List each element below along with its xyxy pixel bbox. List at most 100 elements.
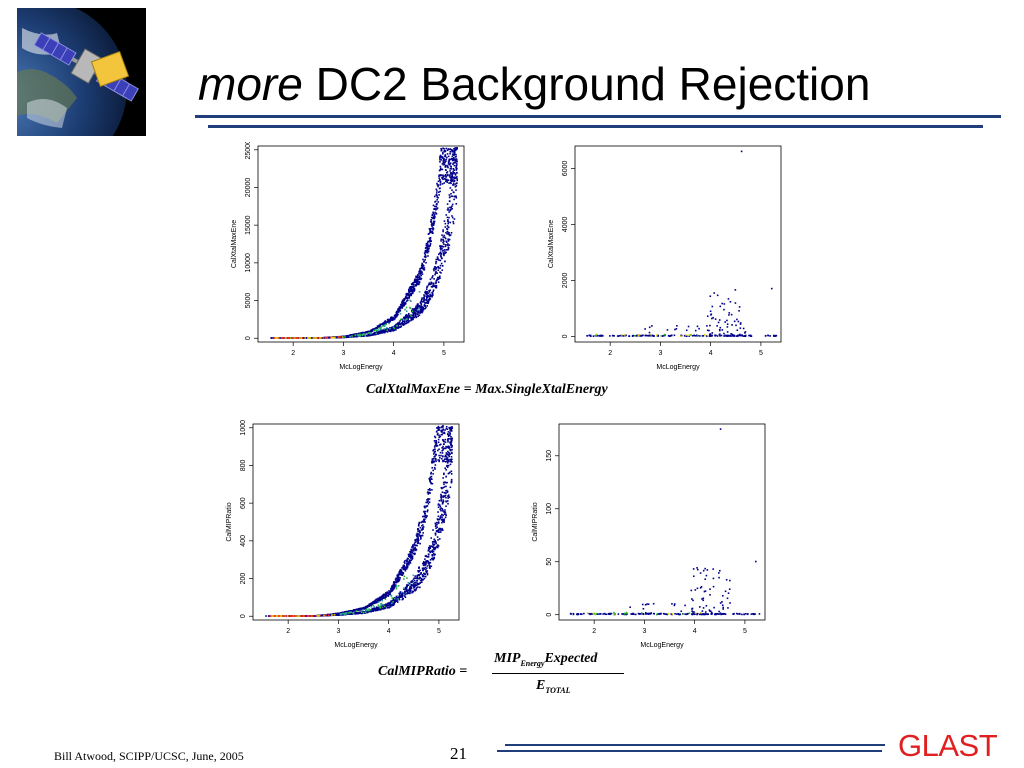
y-tick-label: 200: [240, 573, 247, 585]
data-point: [443, 513, 446, 515]
num-tail: Expected: [544, 651, 598, 666]
data-point: [426, 573, 429, 576]
data-point: [424, 301, 426, 304]
data-point: [390, 590, 393, 592]
data-point: [409, 290, 412, 293]
data-point: [446, 462, 449, 464]
data-point: [450, 439, 453, 442]
data-point: [694, 329, 697, 332]
data-point: [415, 278, 418, 281]
data-point: [270, 337, 273, 339]
data-point: [268, 615, 271, 617]
data-point: [273, 337, 275, 339]
data-point: [413, 287, 416, 290]
data-point: [452, 173, 454, 175]
data-point: [408, 555, 410, 558]
data-point: [445, 214, 448, 216]
data-point: [415, 285, 417, 287]
data-point: [410, 555, 412, 558]
data-point: [439, 167, 442, 170]
data-point: [404, 322, 407, 325]
data-point: [444, 236, 446, 239]
data-point: [413, 579, 416, 582]
data-point: [413, 587, 415, 589]
data-point: [414, 584, 417, 587]
data-point: [414, 584, 416, 586]
data-point: [375, 332, 378, 335]
data-point: [391, 327, 394, 329]
data-point: [420, 307, 423, 310]
data-point: [588, 612, 590, 615]
data-point: [408, 582, 411, 585]
data-point: [419, 579, 422, 582]
data-point: [362, 611, 365, 614]
title-italic: more: [198, 58, 303, 110]
data-point: [429, 545, 432, 548]
data-point: [442, 151, 444, 154]
data-point: [415, 276, 417, 279]
data-point: [453, 172, 456, 174]
data-point: [403, 590, 406, 593]
data-point: [404, 317, 407, 320]
data-point: [405, 306, 408, 309]
data-point: [417, 538, 419, 540]
x-tick-label: 5: [743, 628, 747, 635]
data-point: [417, 583, 420, 586]
data-point: [422, 567, 425, 569]
data-point: [407, 312, 410, 315]
data-point: [411, 591, 413, 594]
data-point: [655, 334, 658, 337]
data-point: [417, 310, 420, 312]
data-point: [328, 613, 331, 616]
data-point: [422, 569, 424, 572]
data-point: [648, 326, 651, 329]
data-point: [431, 227, 434, 230]
data-point: [445, 251, 447, 254]
data-point: [444, 441, 447, 444]
data-point: [447, 179, 450, 182]
data-point: [723, 308, 725, 311]
data-point: [449, 187, 452, 189]
data-point: [309, 337, 311, 339]
data-point: [384, 598, 387, 600]
data-point: [438, 179, 441, 182]
data-point: [447, 435, 450, 438]
data-point: [613, 611, 615, 614]
data-point: [447, 233, 450, 235]
data-point: [620, 334, 623, 336]
data-point: [446, 439, 449, 441]
data-point: [433, 278, 435, 280]
data-point: [699, 613, 701, 616]
data-point: [426, 249, 429, 251]
data-point: [416, 279, 419, 282]
data-point: [650, 334, 653, 337]
data-point: [431, 295, 433, 298]
data-point: [409, 551, 412, 554]
data-point: [443, 460, 445, 462]
data-point: [388, 602, 391, 604]
data-point: [428, 562, 431, 565]
data-point: [416, 542, 419, 544]
data-point: [381, 596, 383, 599]
data-point: [438, 528, 441, 531]
data-point: [614, 613, 616, 615]
data-point: [451, 215, 453, 217]
data-point: [438, 436, 441, 439]
data-point: [425, 563, 427, 565]
data-point: [327, 614, 330, 617]
data-point: [417, 274, 419, 276]
data-point: [399, 320, 401, 322]
data-point: [445, 500, 447, 502]
data-point: [656, 334, 659, 337]
data-point: [718, 569, 721, 572]
data-point: [425, 568, 427, 571]
data-point: [430, 557, 433, 560]
data-point: [301, 615, 304, 617]
data-point: [407, 316, 410, 318]
data-point: [324, 614, 327, 617]
data-point: [450, 192, 452, 195]
data-point: [645, 334, 647, 337]
data-point: [706, 329, 709, 332]
data-point: [409, 590, 411, 593]
data-point: [451, 177, 453, 179]
